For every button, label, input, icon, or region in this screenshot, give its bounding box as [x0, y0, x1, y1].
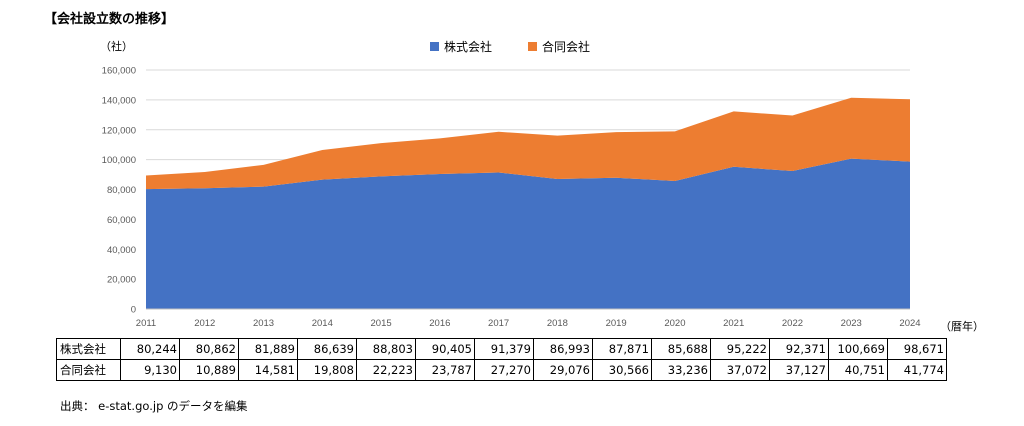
- table-cell: 22,223: [356, 359, 416, 381]
- legend-swatch-kabushiki: [430, 42, 439, 51]
- area-chart: 0 20,000 40,000 60,000 80,000 100,000 120,000 1…: [102, 66, 921, 330]
- table-cell: 86,639: [297, 338, 357, 360]
- legend-label-kabushiki: 株式会社: [444, 40, 493, 54]
- chart-title: 【会社設立数の推移】: [44, 12, 175, 27]
- y-tick-label: 40,000: [107, 245, 136, 256]
- y-tick-label: 140,000: [102, 95, 136, 106]
- areas: [146, 97, 910, 310]
- table-cell: 88,803: [356, 338, 416, 360]
- legend-swatch-goudou: [528, 42, 538, 51]
- x-tick-label: 2013: [253, 318, 274, 329]
- table-cell: 87,871: [592, 338, 652, 360]
- table-cell: 19,808: [297, 359, 357, 381]
- table-cell: 40,751: [828, 359, 888, 381]
- x-axis-ticks: 2011 2012 2013 2014 2015 2016 2017 2018 2019 2020…: [136, 318, 921, 329]
- table-cell: 23,787: [415, 359, 475, 381]
- x-tick-label: 2024: [899, 318, 920, 329]
- table-row-goudou: 合同会社 9,130 10,889 14,581 19,808 22,223 2…: [56, 359, 947, 381]
- table-cell: 33,236: [651, 359, 711, 381]
- x-tick-label: 2016: [429, 318, 450, 329]
- x-tick-label: 2014: [312, 318, 333, 329]
- y-tick-label: 120,000: [102, 125, 136, 136]
- y-tick-label: 20,000: [107, 275, 136, 286]
- table-cell: 37,127: [769, 359, 829, 381]
- y-tick-label: 160,000: [102, 66, 136, 77]
- table-cell: 80,862: [179, 338, 239, 360]
- table-cell: 9,130: [120, 359, 180, 381]
- table-cell: 80,244: [120, 338, 180, 360]
- legend: 株式会社 合同会社: [430, 38, 590, 55]
- y-tick-label: 80,000: [107, 185, 136, 196]
- table-cell: 14,581: [238, 359, 298, 381]
- x-tick-label: 2022: [782, 318, 803, 329]
- x-tick-label: 2018: [547, 318, 568, 329]
- source-note: 出典： e-stat.go.jp のデータを編集: [60, 399, 248, 413]
- x-tick-label: 2011: [136, 318, 156, 329]
- table-cell: 85,688: [651, 338, 711, 360]
- row-label: 株式会社: [56, 338, 121, 360]
- row-label: 合同会社: [56, 359, 121, 381]
- table-cell: 29,076: [533, 359, 593, 381]
- table-cell: 10,889: [179, 359, 239, 381]
- x-tick-label: 2012: [194, 318, 215, 329]
- y-axis-ticks: 0 20,000 40,000 60,000 80,000 100,000 120,000 1…: [102, 66, 136, 316]
- table-cell: 90,405: [415, 338, 475, 360]
- x-tick-label: 2015: [371, 318, 392, 329]
- table-cell: 30,566: [592, 359, 652, 381]
- data-table: 株式会社 80,244 80,862 81,889 86,639 88,803 …: [56, 338, 947, 381]
- area-series-1: [146, 97, 910, 190]
- x-axis-unit: （暦年）: [940, 320, 984, 333]
- x-tick-label: 2023: [841, 318, 862, 329]
- x-tick-label: 2017: [488, 318, 509, 329]
- table-cell: 95,222: [710, 338, 770, 360]
- table-cell: 37,072: [710, 359, 770, 381]
- y-tick-label: 60,000: [107, 215, 136, 226]
- x-tick-label: 2020: [664, 318, 685, 329]
- table-cell: 98,671: [887, 338, 947, 360]
- legend-label-goudou: 合同会社: [542, 40, 591, 54]
- table-cell: 86,993: [533, 338, 593, 360]
- y-axis-unit: （社）: [100, 40, 133, 53]
- table-cell: 91,379: [474, 338, 534, 360]
- table-cell: 27,270: [474, 359, 534, 381]
- legend-item-goudou: 合同会社: [528, 38, 590, 55]
- table-cell: 81,889: [238, 338, 298, 360]
- y-tick-label: 0: [131, 305, 136, 316]
- table-cell: 41,774: [887, 359, 947, 381]
- y-tick-label: 100,000: [102, 155, 136, 166]
- area-series-0: [146, 158, 910, 309]
- table-cell: 92,371: [769, 338, 829, 360]
- x-tick-label: 2019: [606, 318, 627, 329]
- x-tick-label: 2021: [723, 318, 744, 329]
- table-cell: 100,669: [828, 338, 888, 360]
- table-row-kabushiki: 株式会社 80,244 80,862 81,889 86,639 88,803 …: [56, 338, 947, 360]
- legend-item-kabushiki: 株式会社: [430, 38, 492, 55]
